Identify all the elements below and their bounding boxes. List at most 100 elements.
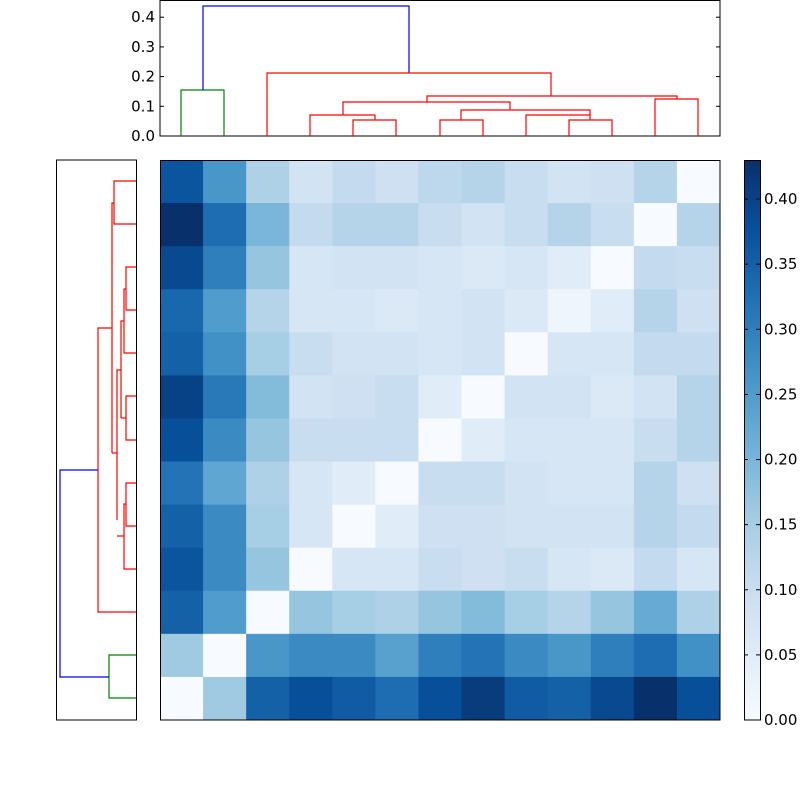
heatmap-cell [633,332,678,376]
heatmap-cell [289,461,333,506]
heatmap-cell [547,289,592,333]
heatmap-cell [547,633,592,678]
heatmap-cell [332,332,376,376]
heatmap-cell [547,332,592,376]
heatmap-cell [203,590,247,635]
heatmap-cell [676,203,721,247]
heatmap-cell [246,418,290,463]
heatmap-cell [504,676,549,721]
heatmap-cell [418,375,463,419]
heatmap-cell [633,504,678,549]
heatmap-cell [676,160,721,204]
heatmap-cell [332,676,376,721]
heatmap-cell [633,547,678,592]
heatmap-cell [633,246,678,290]
heatmap-cell [203,633,247,678]
heatmap-cell [246,375,290,419]
heatmap-cell [418,246,463,290]
heatmap-cell [203,461,247,506]
heatmap-cell [504,160,549,204]
colorbar-tick-8: 0.40 [764,190,797,208]
colorbar-ticks: 0.00 0.05 0.10 0.15 0.20 0.25 0.30 0.35 0.40 [744,190,797,729]
heatmap-cell [332,289,376,333]
heatmap-cell [633,160,678,204]
heatmap-cell [590,160,635,204]
heatmap-cell [461,289,506,333]
top-tick-1: 0.1 [131,97,155,115]
heatmap-cell [676,676,721,721]
heatmap-cell [160,590,204,635]
heatmap-cell [461,332,506,376]
heatmap-cell [332,504,376,549]
heatmap-cell [461,547,506,592]
heatmap-cell [590,676,635,721]
heatmap-cell [289,203,333,247]
heatmap-cell [633,676,678,721]
heatmap-cell [375,504,419,549]
heatmap-cell [547,160,592,204]
heatmap-cell [203,160,247,204]
heatmap-cell [676,547,721,592]
heatmap-cell [547,203,592,247]
heatmap-cells [160,160,721,721]
heatmap-cell [246,160,290,204]
heatmap-cell [289,160,333,204]
heatmap-cell [289,375,333,419]
heatmap-cell [203,203,247,247]
heatmap-cell [547,590,592,635]
heatmap-cell [590,418,635,463]
heatmap-cell [246,246,290,290]
heatmap-cell [160,633,204,678]
heatmap-cell [203,289,247,333]
heatmap-cell [418,633,463,678]
heatmap-cell [461,375,506,419]
heatmap-cell [590,633,635,678]
heatmap-cell [289,332,333,376]
heatmap-cell [375,203,419,247]
heatmap-cell [590,203,635,247]
heatmap-cell [418,332,463,376]
heatmap-cell [676,418,721,463]
heatmap-cell [375,547,419,592]
heatmap-cell [203,547,247,592]
heatmap-cell [375,590,419,635]
heatmap-cell [160,289,204,333]
heatmap-cell [633,289,678,333]
colorbar-tick-7: 0.35 [764,255,797,273]
heatmap-cell [375,332,419,376]
heatmap-cell [461,160,506,204]
heatmap-cell [504,547,549,592]
heatmap-cell [375,246,419,290]
heatmap-cell [203,504,247,549]
heatmap-cell [590,461,635,506]
heatmap-cell [160,203,204,247]
heatmap-cell [590,590,635,635]
heatmap-cell [633,461,678,506]
top-tick-2: 0.2 [131,68,155,86]
heatmap [160,160,721,721]
heatmap-cell [504,289,549,333]
top-dendrogram: 0.0 0.1 0.2 0.3 0.4 [131,0,721,145]
heatmap-cell [332,160,376,204]
heatmap-cell [590,246,635,290]
heatmap-cell [504,590,549,635]
heatmap-cell [418,461,463,506]
colorbar-tick-4: 0.20 [764,451,797,469]
heatmap-cell [504,203,549,247]
dendro-link-red [266,72,552,136]
heatmap-cell [461,246,506,290]
heatmap-cell [676,332,721,376]
heatmap-cell [160,375,204,419]
heatmap-cell [246,590,290,635]
heatmap-cell [246,203,290,247]
heatmap-cell [160,246,204,290]
heatmap-cell [461,461,506,506]
heatmap-cell [289,289,333,333]
heatmap-cell [289,633,333,678]
heatmap-cell [547,461,592,506]
heatmap-cell [160,461,204,506]
heatmap-cell [418,676,463,721]
heatmap-cell [547,246,592,290]
heatmap-cell [504,461,549,506]
